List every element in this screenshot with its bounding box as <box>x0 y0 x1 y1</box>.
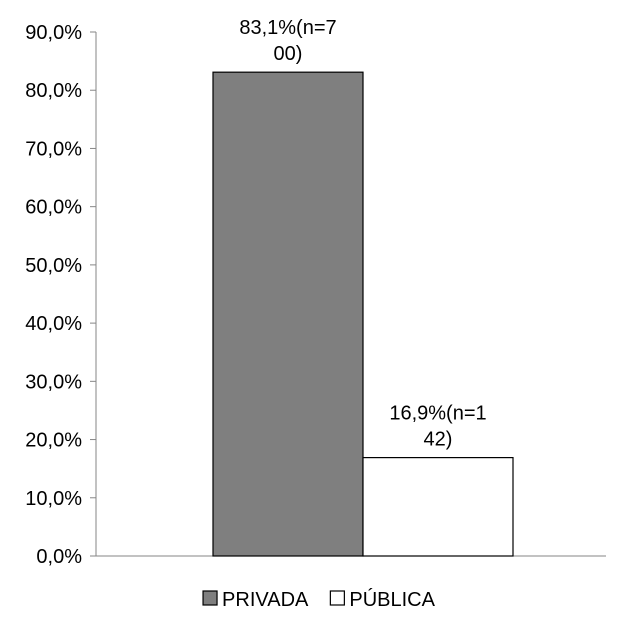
data-labels: 83,1%(n=7 00) 16,9%(n=1 42) <box>239 17 486 450</box>
bar-publica <box>362 457 514 557</box>
legend-label: PÚBLICA <box>349 588 435 611</box>
y-tick-label: 10,0% <box>25 488 82 510</box>
y-tick-label: 20,0% <box>25 430 82 452</box>
legend-swatch <box>202 590 218 606</box>
bar-privada <box>212 71 364 557</box>
y-tick-label: 30,0% <box>25 371 82 393</box>
bars <box>212 71 514 557</box>
y-tick-label: 80,0% <box>25 80 82 102</box>
data-label: 00) <box>274 43 303 65</box>
y-tick-label: 40,0% <box>25 313 82 335</box>
legend-swatch <box>329 590 345 606</box>
y-tick-label: 60,0% <box>25 197 82 219</box>
y-axis: 0,0% 10,0% 20,0% 30,0% 40,0% 50,0% 60,0% 70,0% 8… <box>25 22 97 568</box>
data-label: 83,1%(n=7 <box>239 17 336 39</box>
y-tick-label: 90,0% <box>25 22 82 44</box>
y-tick-label: 70,0% <box>25 138 82 160</box>
y-tick-label: 0,0% <box>36 546 82 568</box>
legend: PRIVADA PÚBLICA <box>202 588 436 611</box>
y-tick-label: 50,0% <box>25 255 82 277</box>
legend-label: PRIVADA <box>222 589 309 611</box>
data-label: 42) <box>424 429 453 451</box>
data-label: 16,9%(n=1 <box>389 403 486 425</box>
